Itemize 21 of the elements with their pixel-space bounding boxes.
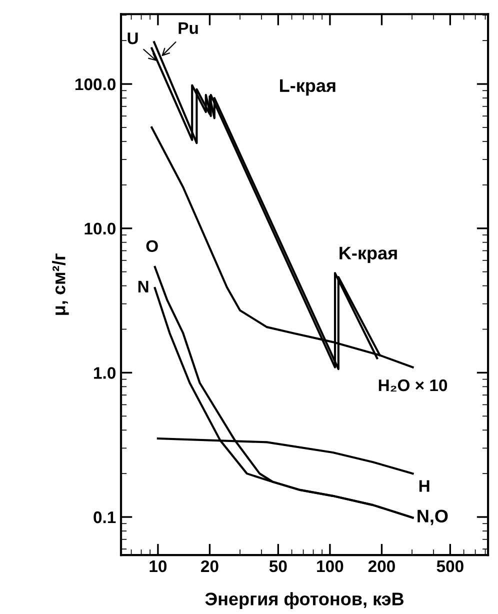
y-tick-label: 100.0 bbox=[76, 78, 116, 90]
x-tick-label: 200 bbox=[368, 560, 395, 572]
y-tick-label: 0.1 bbox=[94, 511, 116, 524]
x-tick-label: 100 bbox=[317, 560, 344, 572]
legend-label: U bbox=[128, 32, 138, 44]
series-label: O bbox=[146, 240, 158, 252]
y-axis-title: μ, см²/г bbox=[52, 254, 69, 315]
series-label: N bbox=[138, 280, 148, 292]
y-tick-label: 10.0 bbox=[84, 222, 116, 235]
x-tick-label: 10 bbox=[150, 560, 167, 572]
legend-label: Pu bbox=[178, 22, 198, 34]
annotation: N,O bbox=[418, 510, 448, 526]
x-tick-label: 50 bbox=[269, 560, 287, 572]
y-tick-label: 1.0 bbox=[94, 367, 116, 379]
x-axis-title: Энергия фотонов, кэВ bbox=[205, 592, 404, 609]
x-tick-label: 500 bbox=[436, 560, 464, 572]
annotation: K-края bbox=[340, 246, 397, 264]
series-label: H bbox=[419, 480, 430, 492]
annotation: L-края bbox=[280, 79, 336, 96]
x-tick-label: 20 bbox=[201, 560, 218, 572]
legend-label: H₂O × 10 bbox=[378, 379, 448, 392]
